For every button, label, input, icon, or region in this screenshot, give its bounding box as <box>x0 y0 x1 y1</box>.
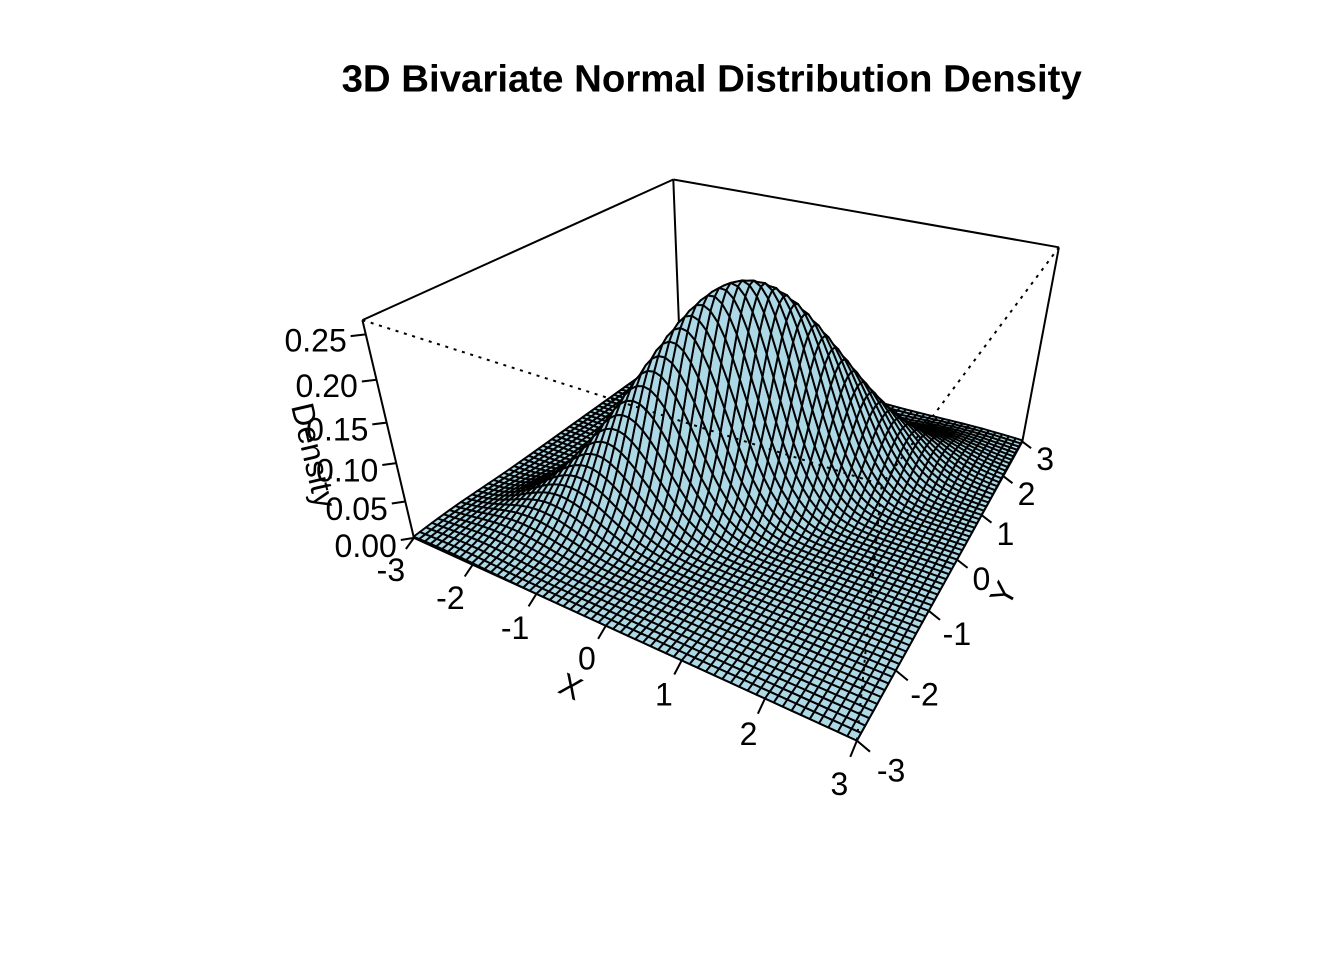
svg-text:-2: -2 <box>436 580 464 616</box>
svg-text:-3: -3 <box>377 552 405 588</box>
svg-text:-1: -1 <box>501 610 529 646</box>
svg-text:0.15: 0.15 <box>306 411 368 447</box>
svg-text:0.05: 0.05 <box>326 491 388 527</box>
svg-text:1: 1 <box>655 677 673 713</box>
svg-text:0.00: 0.00 <box>335 528 397 564</box>
svg-text:3: 3 <box>1036 441 1054 477</box>
svg-text:0.25: 0.25 <box>284 322 346 358</box>
svg-text:-2: -2 <box>910 677 938 713</box>
svg-text:2: 2 <box>740 716 758 752</box>
svg-text:0.20: 0.20 <box>296 368 358 404</box>
svg-text:1: 1 <box>997 516 1015 552</box>
svg-text:0: 0 <box>973 561 991 597</box>
svg-text:-1: -1 <box>943 616 971 652</box>
svg-text:0.10: 0.10 <box>316 452 378 488</box>
svg-text:0: 0 <box>578 641 596 677</box>
svg-text:-3: -3 <box>877 753 905 789</box>
svg-text:3D Bivariate Normal Distributi: 3D Bivariate Normal Distribution Density <box>342 57 1083 100</box>
svg-text:3: 3 <box>831 766 849 802</box>
svg-text:2: 2 <box>1018 476 1036 512</box>
